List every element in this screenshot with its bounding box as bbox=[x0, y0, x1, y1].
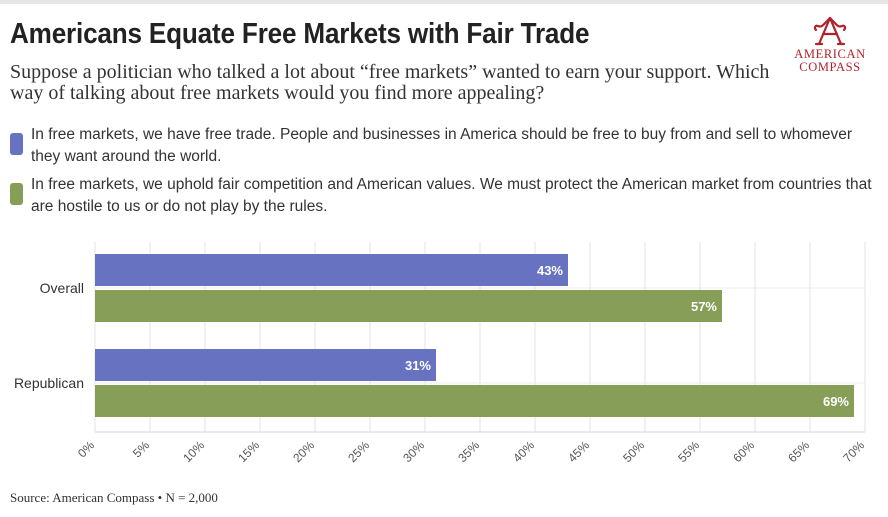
x-tick-label-2: 10% bbox=[180, 438, 207, 465]
x-tick-label-3: 15% bbox=[235, 438, 262, 465]
bar-republican-series-0 bbox=[95, 349, 436, 381]
legend-label-free-trade: In free markets, we have free trade. Peo… bbox=[31, 126, 852, 165]
x-tick-label-10: 50% bbox=[620, 438, 647, 465]
legend-swatch-free-trade bbox=[10, 133, 23, 155]
data-label-republican-series-0: 31% bbox=[405, 358, 431, 373]
bar-overall-series-0 bbox=[95, 254, 568, 286]
x-tick-label-6: 30% bbox=[400, 438, 427, 465]
x-tick-label-5: 25% bbox=[345, 438, 372, 465]
data-label-overall-series-0: 43% bbox=[537, 263, 563, 278]
category-label-overall: Overall bbox=[40, 280, 84, 296]
logo-line2: COMPASS bbox=[790, 61, 870, 74]
data-label-republican-series-1: 69% bbox=[823, 394, 849, 409]
compass-a-logo-icon bbox=[810, 14, 850, 48]
american-compass-logo: AMERICAN COMPASS bbox=[790, 14, 870, 84]
bar-chart: 43% 57% Overall 31% 69% Republican 0% 5% 10% 15% 2… bbox=[0, 232, 888, 482]
top-rule bbox=[0, 0, 888, 4]
legend-item-fair-competition: In free markets, we uphold fair competit… bbox=[10, 174, 880, 218]
source-note: Source: American Compass • N = 2,000 bbox=[10, 490, 218, 506]
x-tick-label-7: 35% bbox=[455, 438, 482, 465]
x-tick-label-0: 0% bbox=[75, 438, 97, 460]
legend-label-fair-competition: In free markets, we uphold fair competit… bbox=[31, 176, 872, 215]
data-label-overall-series-1: 57% bbox=[691, 299, 717, 314]
x-tick-label-12: 60% bbox=[730, 438, 757, 465]
legend-swatch-fair-competition bbox=[10, 183, 23, 205]
category-label-republican: Republican bbox=[14, 375, 84, 391]
x-tick-label-1: 5% bbox=[130, 438, 152, 460]
x-tick-label-14: 70% bbox=[840, 438, 867, 465]
x-tick-label-4: 20% bbox=[290, 438, 317, 465]
bar-overall-series-1 bbox=[95, 290, 722, 322]
legend-item-free-trade: In free markets, we have free trade. Peo… bbox=[10, 124, 880, 168]
chart-subtitle: Suppose a politician who talked a lot ab… bbox=[10, 62, 780, 104]
x-tick-label-13: 65% bbox=[785, 438, 812, 465]
x-tick-label-9: 45% bbox=[565, 438, 592, 465]
x-tick-label-8: 40% bbox=[510, 438, 537, 465]
x-tick-label-11: 55% bbox=[675, 438, 702, 465]
bar-republican-series-1 bbox=[95, 385, 854, 417]
legend: In free markets, we have free trade. Peo… bbox=[10, 124, 880, 224]
chart-title: Americans Equate Free Markets with Fair … bbox=[10, 18, 589, 51]
